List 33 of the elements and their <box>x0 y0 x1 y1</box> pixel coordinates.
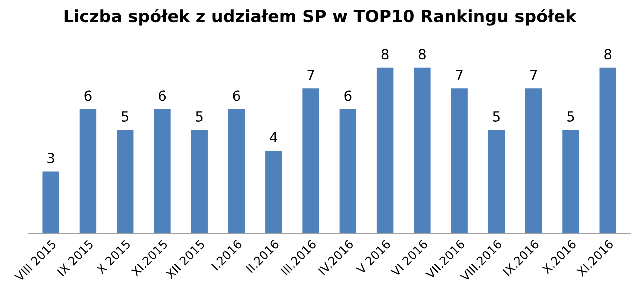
bar <box>340 109 357 234</box>
data-label: 7 <box>308 70 314 80</box>
bar <box>266 150 282 234</box>
bar <box>451 88 468 234</box>
data-label: 6 <box>233 90 240 102</box>
data-label: 8 <box>604 49 612 60</box>
bar <box>228 109 246 234</box>
data-label: 8 <box>382 49 389 60</box>
bar <box>191 130 208 234</box>
data-label: 7 <box>530 70 538 80</box>
data-label: 8 <box>418 49 426 60</box>
data-label: 6 <box>344 90 352 102</box>
data-label: 5 <box>568 112 574 122</box>
bar <box>42 172 60 234</box>
data-label: 5 <box>122 112 129 122</box>
bar <box>525 88 542 234</box>
bar <box>80 109 97 234</box>
chart-title: Liczba spółek z udziałem SP w TOP10 Rankingu spółek <box>64 9 577 26</box>
data-label: 7 <box>456 70 463 80</box>
bar <box>562 130 580 234</box>
data-label: 4 <box>270 132 278 143</box>
bar <box>600 68 616 234</box>
bar <box>117 130 134 234</box>
bar <box>488 130 506 234</box>
bar <box>154 109 171 234</box>
bar <box>414 68 431 234</box>
data-label: 5 <box>196 112 203 122</box>
data-label: 6 <box>84 90 92 102</box>
data-label: 5 <box>493 112 500 122</box>
data-label: 3 <box>48 152 54 164</box>
bar <box>376 68 394 234</box>
data-label: 6 <box>159 90 166 102</box>
bar <box>302 88 320 234</box>
